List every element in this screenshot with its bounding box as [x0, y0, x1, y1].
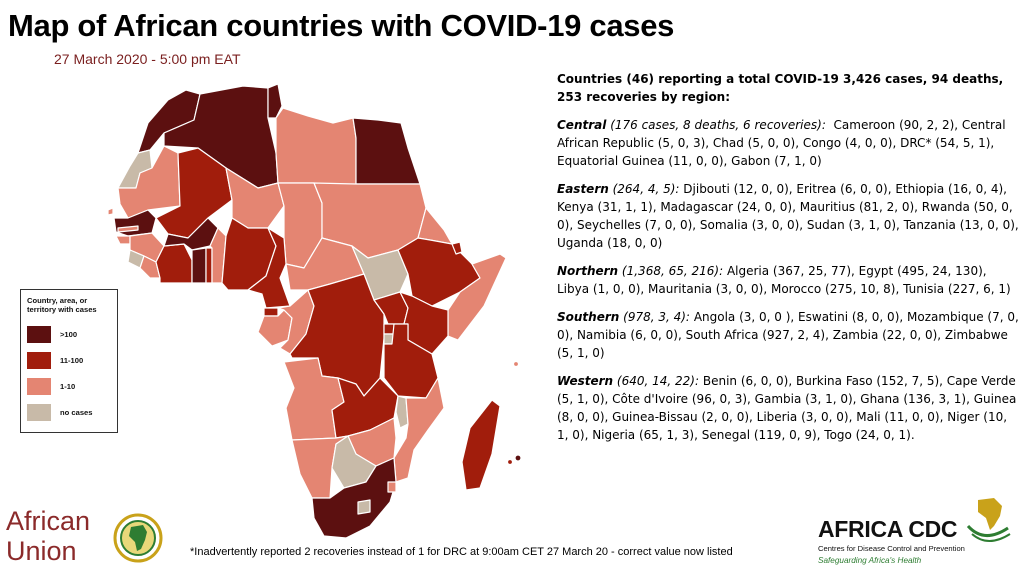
legend-label: no cases	[60, 408, 93, 417]
country-ghana	[191, 247, 207, 284]
region-countries: Angola (3, 0, 0 ), Eswatini (8, 0, 0), M…	[557, 310, 1019, 360]
country-rwanda	[383, 323, 395, 335]
legend-swatch	[27, 404, 51, 421]
legend-swatch	[27, 326, 51, 343]
region-stats: (978, 3, 4):	[623, 310, 690, 324]
au-wordmark: African Union	[6, 506, 90, 566]
region-countries: Algeria (367, 25, 77), Egypt (495, 24, 1…	[557, 264, 1011, 296]
country-djibouti	[451, 241, 463, 255]
summary-header: Countries (46) reporting a total COVID-1…	[557, 72, 1004, 104]
region-name: Central	[557, 118, 607, 132]
legend-label: 1-10	[60, 382, 76, 391]
region-countries: Djibouti (12, 0, 0), Eritrea (6, 0, 0), …	[557, 182, 1019, 250]
page-title: Map of African countries with COVID-19 c…	[8, 8, 675, 43]
region-name: Eastern	[557, 182, 609, 196]
legend-item: >100	[27, 326, 113, 344]
country-tunisia	[267, 83, 283, 119]
african-union-logo: African Union	[6, 506, 166, 566]
region-paragraph-northern: Northern (1,368, 65, 216): Algeria (367,…	[557, 262, 1019, 298]
cdc-tagline: Safeguarding Africa's Health	[818, 556, 922, 565]
region-name: Western	[557, 374, 614, 388]
region-name: Southern	[557, 310, 620, 324]
region-paragraph-western: Western (640, 14, 22): Benin (6, 0, 0), …	[557, 372, 1019, 444]
region-name: Northern	[557, 264, 619, 278]
country-malawi	[395, 395, 409, 429]
region-stats: (1,368, 65, 216):	[621, 264, 724, 278]
legend-swatch	[27, 378, 51, 395]
legend-item: 11-100	[27, 352, 113, 370]
country-guinea-bissau	[115, 235, 131, 245]
report-timestamp: 27 March 2020 - 5:00 pm EAT	[54, 51, 241, 67]
country-egypt	[352, 117, 421, 185]
region-stats: (264, 4, 5):	[612, 182, 680, 196]
au-emblem-icon	[113, 513, 163, 563]
map-legend: Country, area, or territory with cases >…	[20, 289, 118, 433]
legend-swatch	[27, 352, 51, 369]
country-seychelles	[512, 360, 520, 368]
cdc-subtitle: Centres for Disease Control and Preventi…	[818, 544, 965, 553]
au-line-1: African	[6, 506, 91, 536]
africa-cdc-emblem-icon	[966, 498, 1011, 542]
region-stats: (640, 14, 22):	[616, 374, 700, 388]
region-paragraph-southern: Southern (978, 3, 4): Angola (3, 0, 0 ),…	[557, 308, 1019, 362]
africa-map	[108, 83, 522, 539]
legend-label: 11-100	[60, 356, 84, 365]
legend-item: 1-10	[27, 378, 113, 396]
country-mozambique	[393, 377, 445, 483]
africa-cdc-logo: AFRICA CDC Centres for Disease Control a…	[814, 496, 1018, 570]
country-eswatini	[387, 481, 397, 493]
region-countries: Benin (6, 0, 0), Burkina Faso (152, 7, 5…	[557, 374, 1017, 442]
country-lesotho	[357, 499, 371, 515]
footnote: *Inadvertently reported 2 recoveries ins…	[190, 546, 733, 558]
country-madagascar	[461, 399, 501, 491]
region-paragraph-eastern: Eastern (264, 4, 5): Djibouti (12, 0, 0)…	[557, 180, 1019, 252]
region-stats: (176 cases, 8 deaths, 6 recoveries):	[610, 118, 826, 132]
country-cape-verde	[108, 207, 114, 216]
country-equatorial-guinea	[263, 307, 279, 317]
country-togo	[205, 247, 213, 284]
region-countries: Cameroon (90, 2, 2), Central African Rep…	[557, 118, 1006, 168]
case-summary-panel: Countries (46) reporting a total COVID-1…	[557, 70, 1019, 454]
country-mauritius	[514, 454, 522, 462]
country-reunion	[506, 458, 514, 466]
legend-title: Country, area, or territory with cases	[27, 296, 97, 314]
cdc-title: AFRICA CDC	[818, 516, 958, 542]
legend-label: >100	[60, 330, 78, 339]
legend-item: no cases	[27, 404, 113, 422]
region-paragraph-central: Central (176 cases, 8 deaths, 6 recoveri…	[557, 116, 1019, 170]
au-line-2: Union	[6, 536, 77, 566]
country-gambia	[117, 225, 139, 233]
